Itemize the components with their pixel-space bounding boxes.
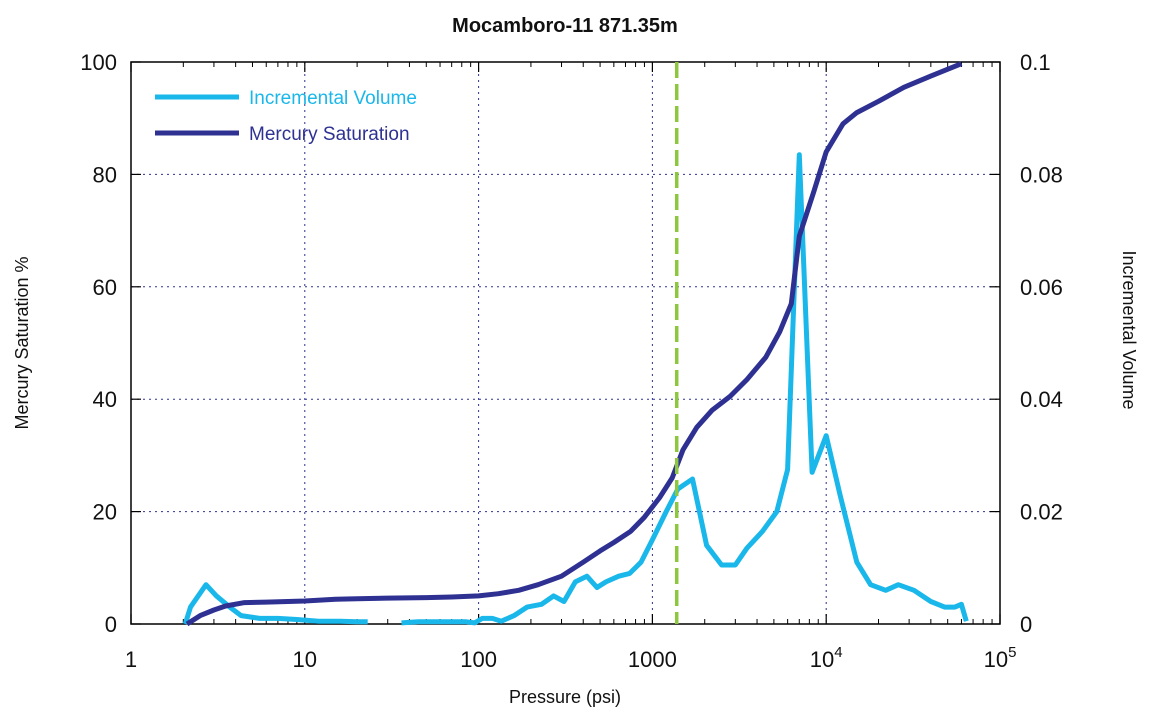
x-tick-label: 105 — [984, 644, 1017, 672]
x-tick-label: 100 — [460, 647, 497, 672]
y-tick-label: 60 — [93, 275, 117, 300]
legend: Incremental Volume Mercury Saturation — [155, 88, 417, 145]
tick-marks — [130, 61, 1001, 625]
y-tick-label: 80 — [93, 162, 117, 187]
plot-frame — [130, 61, 1001, 625]
series-lines — [182, 61, 969, 627]
x-tick-label: 10 — [293, 647, 317, 672]
y2-tick-label: 0.06 — [1020, 275, 1063, 300]
y2-tick-label: 0.04 — [1020, 387, 1063, 412]
chart-title: Mocamboro-11 871.35m — [452, 15, 678, 37]
y2-tick-label: 0.02 — [1020, 500, 1063, 525]
y2-axis-title: Incremental Volume — [1119, 250, 1139, 409]
y2-tick-labels: 0 0.02 0.04 0.06 0.08 0.1 — [1020, 50, 1063, 637]
y-tick-label: 0 — [105, 612, 117, 637]
y2-tick-label: 0.1 — [1020, 50, 1051, 75]
y2-tick-label: 0.08 — [1020, 162, 1063, 187]
legend-label-incremental-volume: Incremental Volume — [249, 88, 417, 109]
x-tick-label: 1000 — [628, 647, 677, 672]
y-tick-label: 100 — [80, 50, 117, 75]
grid-lines — [131, 62, 1000, 624]
series-line-mercury-saturation — [185, 61, 963, 627]
x-axis-title: Pressure (psi) — [509, 687, 621, 707]
y-tick-label: 40 — [93, 387, 117, 412]
x-tick-label: 1 — [125, 647, 137, 672]
y-axis-title: Mercury Saturation % — [12, 256, 32, 429]
x-tick-label: 104 — [810, 644, 843, 672]
y-tick-labels: 0 20 40 60 80 100 — [80, 50, 117, 637]
y-tick-label: 20 — [93, 500, 117, 525]
x-tick-labels: 1 10 100 1000 104 105 — [125, 644, 1017, 672]
y2-tick-label: 0 — [1020, 612, 1032, 637]
series-line-incremental-volume — [182, 582, 368, 625]
series-line-incremental-volume — [401, 152, 969, 626]
legend-label-mercury-saturation: Mercury Saturation — [249, 124, 410, 145]
